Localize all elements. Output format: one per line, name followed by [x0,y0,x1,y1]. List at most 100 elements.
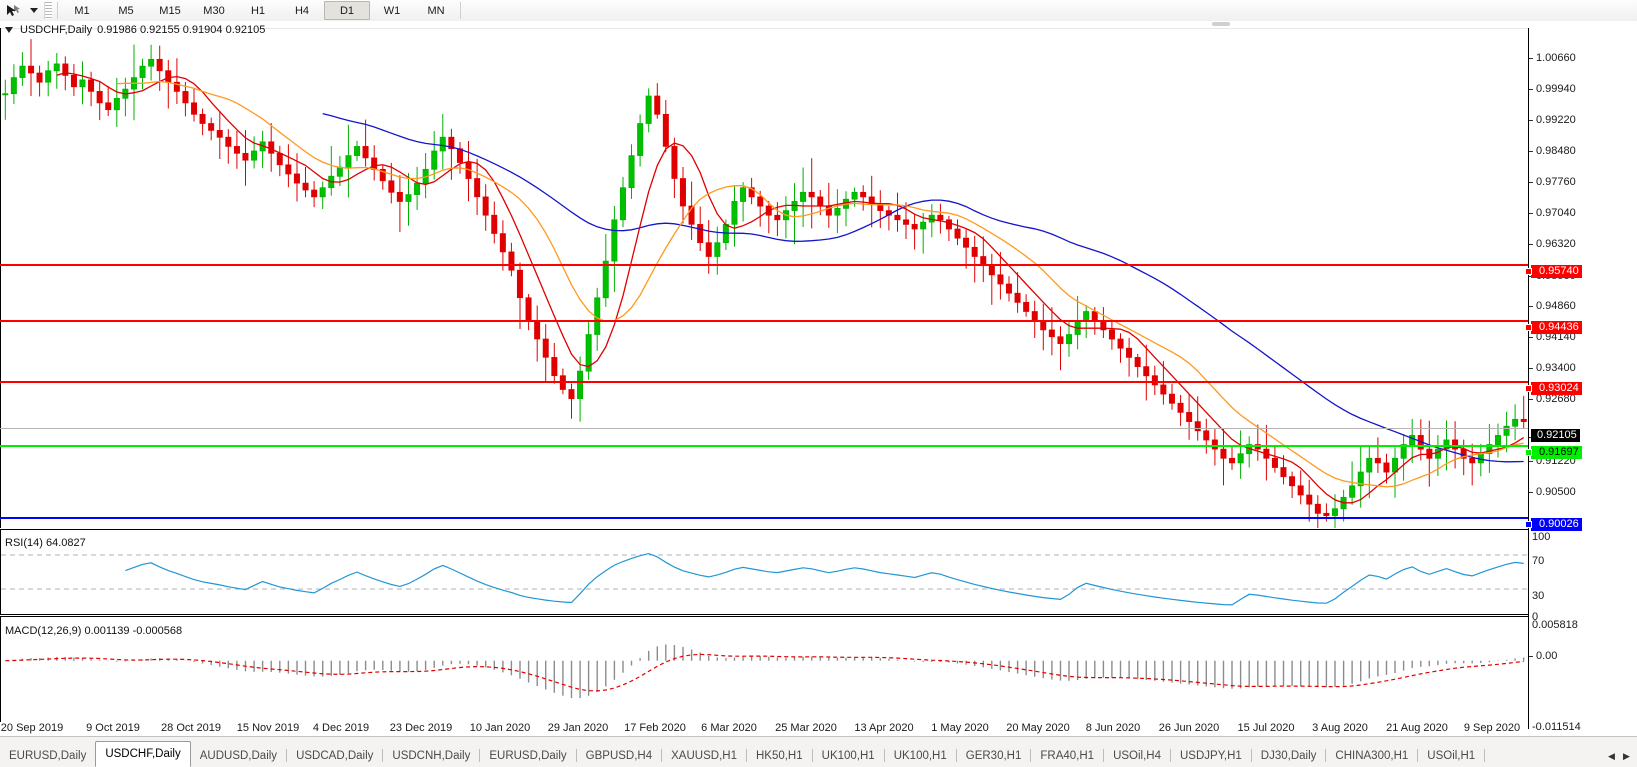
rsi-tick: 100 [1532,531,1551,543]
price-tick: 0.97040 [1536,207,1576,219]
price-scale[interactable]: 1.00660 0.99940 0.99220 0.98480 0.97760 … [1525,28,1637,733]
rsi-tick: 70 [1532,555,1545,567]
time-label: 23 Dec 2019 [389,722,453,734]
tab-separator [1250,749,1252,762]
tab-hk50-h1[interactable]: HK50,H1 [755,750,803,762]
time-label: 4 Dec 2019 [312,722,370,734]
time-label: 29 Jan 2020 [547,722,609,734]
level-tag-text: 0.90026 [1539,518,1579,530]
tab-usdcnh-daily[interactable]: USDCNH,Daily [392,750,471,762]
price-tick: 0.98480 [1536,145,1576,157]
level-tag-resistance-1[interactable]: 0.95740 [1525,265,1582,278]
tab-uk100-h1-1[interactable]: UK100,H1 [821,750,875,762]
tab-separator [1170,749,1171,762]
tab-eurusd-daily-2[interactable]: EURUSD,Daily [489,750,567,762]
time-label: 15 Jul 2020 [1237,722,1295,734]
tab-ger30-h1[interactable]: GER30,H1 [965,750,1022,762]
tab-next-icon[interactable]: ▶ [1623,750,1630,761]
crosshair-cursor-icon[interactable] [0,1,26,21]
rsi-pane[interactable] [0,529,1528,615]
time-label: 20 May 2020 [1006,722,1070,734]
tab-separator [575,749,577,762]
level-tag-support-green[interactable]: 0.91697 [1525,446,1582,459]
time-label: 6 Mar 2020 [701,722,757,734]
tab-separator [1325,749,1327,762]
tab-audusd-daily[interactable]: AUDUSD,Daily [199,750,278,762]
timeframe-w1[interactable]: W1 [383,4,401,17]
macd-label: MACD(12,26,9) 0.001139 -0.000568 [5,625,183,637]
level-tag-resistance-2[interactable]: 0.94436 [1525,321,1582,334]
tab-usoil-h1[interactable]: USOil,H1 [1427,750,1476,762]
chart-canvas[interactable]: USDCHF,Daily 0.91986 0.92155 0.91904 0.9… [0,21,1637,736]
macd-pane[interactable] [0,616,1528,722]
scroll-thumb[interactable] [1212,22,1230,26]
tab-dj30-daily[interactable]: DJ30,Daily [1260,750,1317,762]
time-label: 13 Apr 2020 [854,722,914,734]
tab-separator [1103,749,1105,762]
price-tick: 0.92680 [1536,393,1576,405]
level-tag-text: 0.95740 [1539,265,1579,277]
chart-scroll-gutter[interactable] [0,21,1637,29]
macd-tick: 0.00 [1536,650,1558,662]
tab-nav-controls: ◀ ▶ [1601,749,1637,767]
chevron-down-icon[interactable] [26,1,42,21]
last-price-tag: 0.92105 [1531,429,1580,442]
tab-usoil-h4[interactable]: USOil,H4 [1113,750,1161,762]
toolbar-drag-handle[interactable] [44,2,52,19]
last-price-text: 0.92105 [1537,429,1577,441]
tab-separator [661,749,663,762]
time-label: 9 Sep 2020 [1463,722,1521,734]
level-line-0.91697[interactable] [0,445,1528,447]
tab-usdjpy-h1[interactable]: USDJPY,H1 [1180,750,1242,762]
ohlc-values: 0.91986 0.92155 0.91904 0.92105 [97,24,266,36]
tab-eurusd-daily-1[interactable]: EURUSD,Daily [9,750,87,762]
timeframe-mn[interactable]: MN [427,4,445,17]
timeframe-m1[interactable]: M1 [74,4,90,17]
triangle-down-icon[interactable] [5,27,13,33]
candlestick-series [1,29,1528,528]
time-label: 25 Mar 2020 [775,722,837,734]
tab-separator [745,749,747,762]
level-tag-resistance-3[interactable]: 0.93024 [1525,382,1582,395]
level-line-0.90026[interactable] [0,517,1528,519]
tab-xauusd-h1[interactable]: XAUUSD,H1 [671,750,737,762]
tab-separator [382,749,384,762]
tab-fra40-h1[interactable]: FRA40,H1 [1040,750,1095,762]
time-label: 21 Aug 2020 [1386,722,1448,734]
price-tick: 0.96320 [1536,238,1576,250]
time-axis: 20 Sep 2019 9 Oct 2019 28 Oct 2019 15 No… [0,722,1528,736]
level-line-0.94436[interactable] [0,320,1528,322]
timeframe-m5[interactable]: M5 [118,4,134,17]
level-tag-support-blue[interactable]: 0.90026 [1525,518,1582,531]
time-label: 9 Oct 2019 [86,722,140,734]
level-tag-text: 0.94436 [1539,321,1579,333]
tab-separator [286,749,288,762]
timeframe-m30[interactable]: M30 [203,4,225,17]
symbol-label: USDCHF,Daily [20,24,93,36]
tab-separator [1030,749,1032,762]
level-line-0.93024[interactable] [0,381,1528,383]
rsi-tick: 30 [1532,590,1545,602]
time-label: 15 Nov 2019 [236,722,300,734]
timeframe-h1[interactable]: H1 [250,4,266,17]
chart-tab-bar: EURUSD,Daily USDCHF,Daily AUDUSD,Daily U… [0,736,1637,767]
rsi-tick: 0 [1532,611,1539,623]
tab-prev-icon[interactable]: ◀ [1608,750,1615,761]
price-tick: 0.97760 [1536,176,1576,188]
tab-usdchf-daily[interactable]: USDCHF,Daily [95,741,191,767]
price-tick: 0.90500 [1536,486,1576,498]
tab-usdcad-daily[interactable]: USDCAD,Daily [296,750,374,762]
price-tick: 0.99940 [1536,83,1576,95]
time-label: 17 Feb 2020 [624,722,686,734]
timeframe-d1[interactable]: D1 [324,1,370,20]
tab-separator [1417,749,1419,762]
timeframe-m15[interactable]: M15 [159,4,181,17]
macd-series [1,617,1528,721]
time-label: 1 May 2020 [931,722,989,734]
rsi-series [1,530,1528,614]
tab-gbpusd-h4[interactable]: GBPUSD,H4 [585,750,653,762]
tab-uk100-h1-2[interactable]: UK100,H1 [893,750,947,762]
timeframe-h4[interactable]: H4 [294,4,310,17]
tab-china300-h1[interactable]: CHINA300,H1 [1335,750,1409,762]
level-line-0.95740[interactable] [0,264,1528,266]
